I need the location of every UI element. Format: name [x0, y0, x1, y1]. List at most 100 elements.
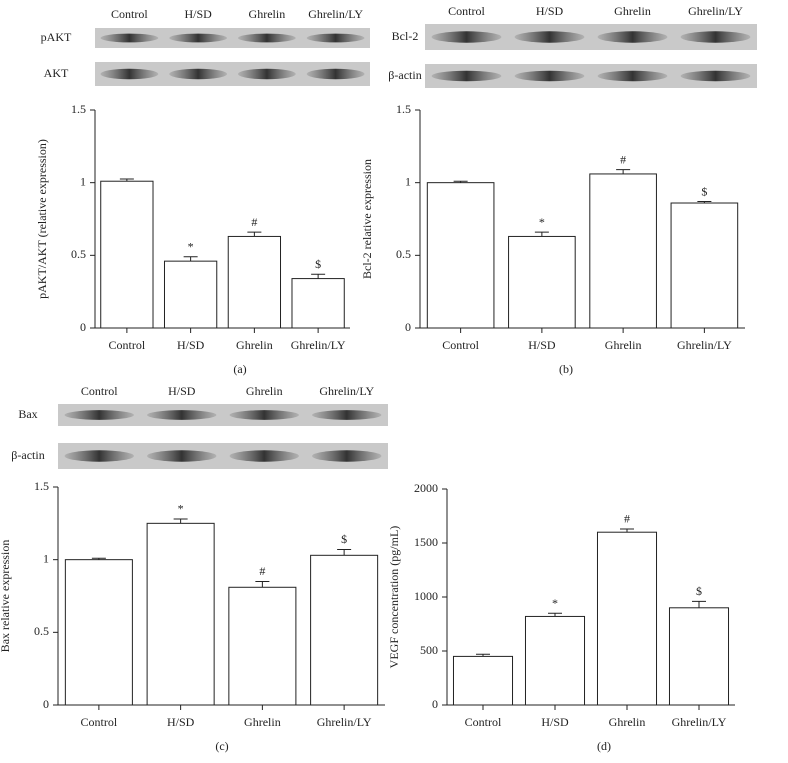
blot-strip	[58, 404, 388, 426]
y-tick-label: 500	[420, 643, 438, 657]
lane-label: Control	[81, 384, 118, 398]
error-bar	[255, 580, 270, 588]
bar	[452, 655, 514, 706]
x-tick-label: Control	[465, 715, 502, 729]
blot-row-label: β-actin	[388, 68, 421, 82]
lane-label: Ghrelin	[249, 7, 286, 21]
blot-band	[431, 31, 502, 43]
significance-mark: *	[188, 240, 194, 254]
x-tick-label: H/SD	[177, 338, 205, 352]
panel-label: (a)	[233, 362, 246, 376]
y-tick-label: 0	[80, 320, 86, 334]
bar	[228, 586, 297, 706]
blot-band	[238, 68, 296, 80]
blot-band	[514, 31, 585, 43]
blot-band	[147, 450, 217, 462]
x-tick-label: Control	[109, 338, 146, 352]
blot-band	[306, 33, 365, 43]
error-bar	[548, 612, 562, 617]
x-tick-label: Ghrelin/LY	[672, 715, 727, 729]
blot-row-label: AKT	[44, 66, 69, 80]
bar	[64, 559, 133, 706]
y-axis-label: Bcl-2 relative expression	[360, 159, 374, 279]
error-bar	[173, 518, 188, 524]
blot-row-label: Bax	[18, 407, 37, 421]
x-tick-label: Ghrelin	[605, 338, 642, 352]
y-tick-label: 0.5	[396, 247, 411, 261]
significance-mark: *	[178, 502, 184, 516]
significance-mark: $	[341, 532, 347, 546]
blot-band	[169, 68, 227, 80]
error-bar	[616, 169, 631, 174]
error-bar	[183, 256, 198, 262]
bar	[670, 202, 739, 329]
blot-band	[169, 33, 227, 43]
blot-band	[597, 70, 668, 82]
lane-label: Control	[111, 7, 148, 21]
significance-mark: $	[701, 184, 707, 198]
y-axis-label: Bax relative expression	[0, 540, 12, 653]
y-tick-label: 0.5	[34, 624, 49, 638]
lane-label: Ghrelin/LY	[688, 4, 743, 18]
y-tick-label: 1.5	[396, 102, 411, 116]
y-tick-label: 1500	[414, 535, 438, 549]
y-tick-label: 1.5	[71, 102, 86, 116]
significance-mark: $	[696, 584, 702, 598]
bar	[589, 173, 657, 329]
bar	[163, 260, 218, 329]
blot-band	[306, 68, 365, 80]
error-bar	[620, 528, 634, 533]
lane-label: H/SD	[536, 4, 564, 18]
x-tick-label: Ghrelin	[236, 338, 273, 352]
bar	[524, 615, 586, 706]
x-tick-label: H/SD	[167, 715, 195, 729]
lane-label: Ghrelin	[614, 4, 651, 18]
blot-band	[680, 70, 751, 82]
significance-mark: $	[315, 257, 321, 271]
blot-band	[312, 450, 382, 462]
x-tick-label: Control	[442, 338, 479, 352]
bar	[291, 278, 345, 329]
error-bar	[692, 600, 706, 608]
x-tick-label: Ghrelin/LY	[291, 338, 346, 352]
y-tick-label: 1.5	[34, 479, 49, 493]
y-tick-label: 1	[80, 174, 86, 188]
blot-band	[229, 410, 299, 420]
error-bar	[453, 180, 468, 183]
y-axis-label: VEGF concentration (pg/mL)	[387, 526, 401, 669]
significance-mark: #	[251, 215, 257, 229]
y-tick-label: 1	[43, 551, 49, 565]
significance-mark: *	[539, 215, 545, 229]
x-tick-label: H/SD	[541, 715, 569, 729]
error-bar	[476, 653, 490, 657]
y-tick-label: 0.5	[71, 247, 86, 261]
error-bar	[311, 273, 326, 279]
blot-band	[229, 450, 299, 462]
x-tick-label: Ghrelin	[609, 715, 646, 729]
x-tick-label: Ghrelin	[244, 715, 281, 729]
x-tick-label: Control	[81, 715, 118, 729]
blot-band	[64, 450, 134, 462]
blot-band	[680, 31, 751, 43]
significance-mark: *	[552, 596, 558, 610]
blot-band	[100, 33, 159, 43]
panel-label: (b)	[559, 362, 573, 376]
y-tick-label: 0	[405, 320, 411, 334]
blot-band	[147, 410, 217, 420]
y-axis-label: pAKT/AKT (relative expression)	[35, 139, 49, 299]
y-tick-label: 1000	[414, 589, 438, 603]
error-bar	[534, 231, 549, 237]
error-bar	[119, 178, 134, 182]
x-tick-label: Ghrelin/LY	[317, 715, 372, 729]
bar	[508, 235, 576, 329]
error-bar	[337, 548, 352, 556]
lane-label: H/SD	[184, 7, 212, 21]
lane-label: H/SD	[168, 384, 196, 398]
y-tick-label: 0	[43, 697, 49, 711]
significance-mark: #	[259, 564, 265, 578]
blot-band	[100, 68, 159, 80]
error-bar	[91, 557, 106, 560]
blot-row-label: β-actin	[11, 448, 44, 462]
bar	[100, 180, 154, 329]
